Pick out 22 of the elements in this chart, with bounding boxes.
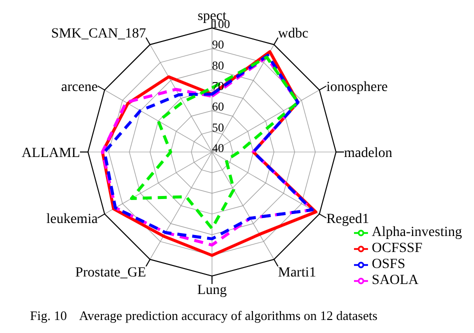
spoke-label: ALLAML xyxy=(22,146,80,161)
legend-label: Alpha-investing xyxy=(372,225,462,240)
spoke-label: Lung xyxy=(197,282,227,298)
spoke-label: madelon xyxy=(344,146,392,161)
legend-label: OCFSSF xyxy=(372,241,422,256)
spoke-label: ionosphere xyxy=(326,80,388,95)
spoke-label: Prostate_GE xyxy=(75,265,146,280)
y-tick-label: 80 xyxy=(212,58,224,72)
y-tick-label: 60 xyxy=(212,100,224,114)
y-tick-label: 70 xyxy=(212,79,224,93)
spoke-label: SMK_CAN_187 xyxy=(51,26,146,42)
spoke-label: Marti1 xyxy=(278,265,316,280)
caption: Fig. 10 Average prediction accuracy of algorithms on 12 datasets xyxy=(30,308,378,324)
legend-label: SAOLA xyxy=(372,273,418,288)
spoke-label: wdbc xyxy=(278,26,308,42)
y-tick-label: 50 xyxy=(212,120,224,134)
y-tick-label: 40 xyxy=(212,141,224,155)
y-tick-label: 90 xyxy=(212,38,224,52)
spoke-label: leukemia xyxy=(46,212,98,227)
legend-label: OSFS xyxy=(372,257,406,272)
spoke-label: Reged1 xyxy=(326,212,370,227)
spoke-label: arcene xyxy=(61,80,98,95)
